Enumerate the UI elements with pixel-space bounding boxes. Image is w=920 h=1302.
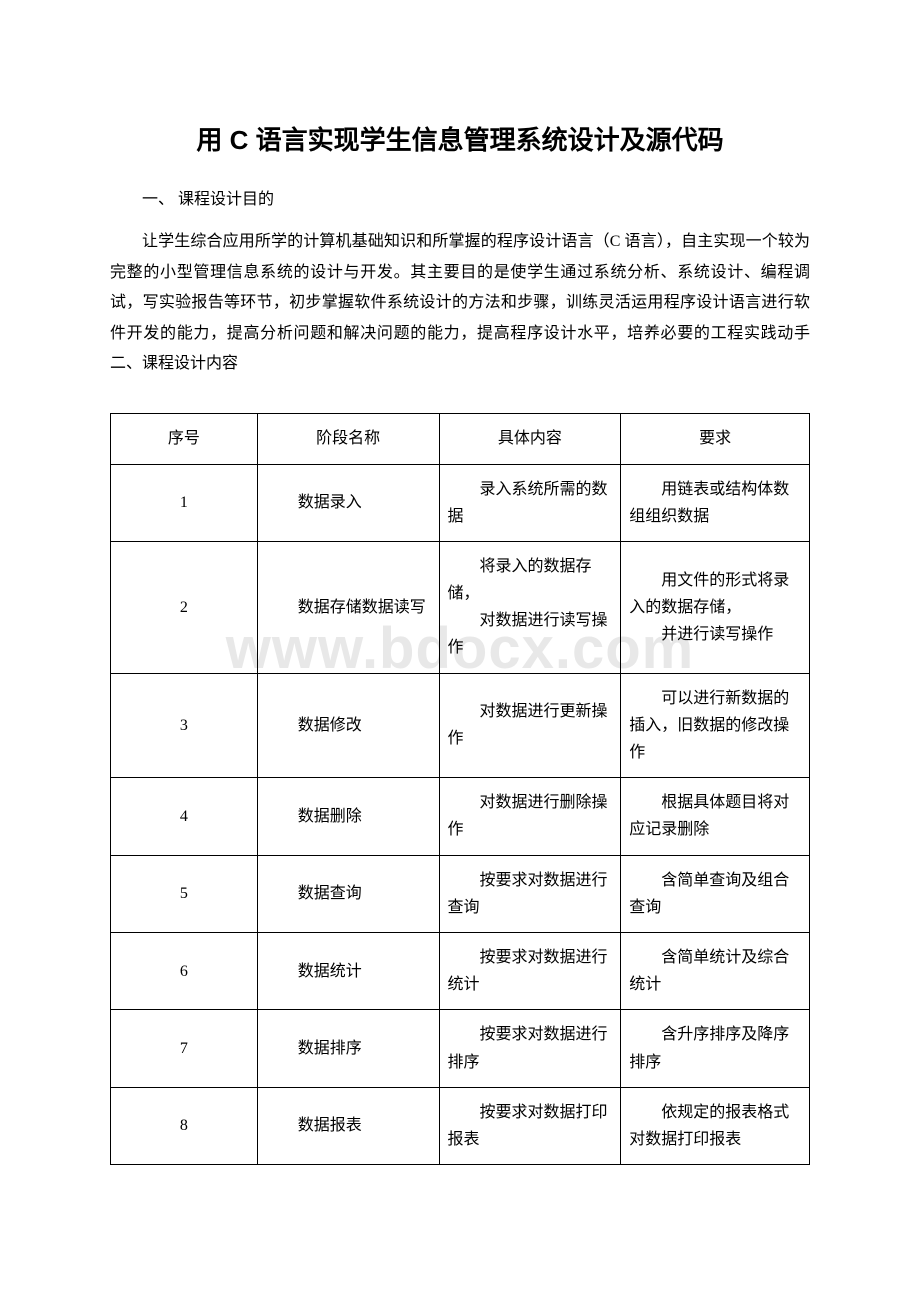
cell-req: 含升序排序及降序排序 <box>621 1010 810 1087</box>
cell-paragraph: 对数据进行读写操作 <box>448 607 613 661</box>
cell-content: 按要求对数据进行统计 <box>439 932 621 1009</box>
cell-req: 用链表或结构体数组组织数据 <box>621 464 810 541</box>
table-row: 8数据报表按要求对数据打印报表依规定的报表格式对数据打印报表 <box>111 1087 810 1164</box>
section-body-1: 让学生综合应用所学的计算机基础知识和所掌握的程序设计语言（C 语言），自主实现一… <box>110 227 810 379</box>
cell-paragraph: 含升序排序及降序排序 <box>629 1021 801 1075</box>
cell-paragraph: 按要求对数据进行排序 <box>448 1021 613 1075</box>
table-header-row: 序号 阶段名称 具体内容 要求 <box>111 414 810 464</box>
cell-phase: 数据报表 <box>257 1087 439 1164</box>
cell-paragraph: 按要求对数据进行统计 <box>448 944 613 998</box>
cell-req: 含简单查询及组合查询 <box>621 855 810 932</box>
cell-seq: 8 <box>111 1087 258 1164</box>
cell-phase: 数据删除 <box>257 778 439 855</box>
cell-seq: 2 <box>111 541 258 673</box>
cell-content: 将录入的数据存储，对数据进行读写操作 <box>439 541 621 673</box>
cell-content: 按要求对数据打印报表 <box>439 1087 621 1164</box>
cell-req: 可以进行新数据的插入，旧数据的修改操作 <box>621 673 810 778</box>
cell-paragraph: 并进行读写操作 <box>629 621 801 648</box>
col-header-seq: 序号 <box>111 414 258 464</box>
cell-phase: 数据录入 <box>257 464 439 541</box>
col-header-content: 具体内容 <box>439 414 621 464</box>
cell-seq: 3 <box>111 673 258 778</box>
cell-content: 按要求对数据进行排序 <box>439 1010 621 1087</box>
table-row: 3数据修改对数据进行更新操作可以进行新数据的插入，旧数据的修改操作 <box>111 673 810 778</box>
cell-paragraph: 录入系统所需的数据 <box>448 476 613 530</box>
cell-phase: 数据存储数据读写 <box>257 541 439 673</box>
cell-seq: 4 <box>111 778 258 855</box>
cell-paragraph: 用文件的形式将录入的数据存储， <box>629 567 801 621</box>
cell-seq: 6 <box>111 932 258 1009</box>
cell-paragraph: 对数据进行更新操作 <box>448 698 613 752</box>
col-header-req: 要求 <box>621 414 810 464</box>
cell-req: 依规定的报表格式对数据打印报表 <box>621 1087 810 1164</box>
section-heading-1: 一、 课程设计目的 <box>110 185 810 215</box>
document-title: 用 C 语言实现学生信息管理系统设计及源代码 <box>110 120 810 157</box>
document-page: 用 C 语言实现学生信息管理系统设计及源代码 一、 课程设计目的 让学生综合应用… <box>0 0 920 1225</box>
cell-seq: 5 <box>111 855 258 932</box>
phase-table: 序号 阶段名称 具体内容 要求 1数据录入录入系统所需的数据用链表或结构体数组组… <box>110 413 810 1165</box>
cell-paragraph: 可以进行新数据的插入，旧数据的修改操作 <box>629 685 801 767</box>
cell-paragraph: 将录入的数据存储， <box>448 553 613 607</box>
cell-phase: 数据修改 <box>257 673 439 778</box>
cell-paragraph: 依规定的报表格式对数据打印报表 <box>629 1099 801 1153</box>
cell-paragraph: 含简单查询及组合查询 <box>629 867 801 921</box>
table-row: 7数据排序按要求对数据进行排序含升序排序及降序排序 <box>111 1010 810 1087</box>
cell-paragraph: 按要求对数据打印报表 <box>448 1099 613 1153</box>
cell-req: 根据具体题目将对应记录删除 <box>621 778 810 855</box>
table-row: 1数据录入录入系统所需的数据用链表或结构体数组组织数据 <box>111 464 810 541</box>
table-row: 4数据删除对数据进行删除操作根据具体题目将对应记录删除 <box>111 778 810 855</box>
cell-paragraph: 用链表或结构体数组组织数据 <box>629 476 801 530</box>
cell-paragraph: 根据具体题目将对应记录删除 <box>629 789 801 843</box>
table-body: 1数据录入录入系统所需的数据用链表或结构体数组组织数据2数据存储数据读写将录入的… <box>111 464 810 1165</box>
table-row: 5数据查询按要求对数据进行查询含简单查询及组合查询 <box>111 855 810 932</box>
cell-content: 录入系统所需的数据 <box>439 464 621 541</box>
cell-content: 对数据进行更新操作 <box>439 673 621 778</box>
col-header-phase: 阶段名称 <box>257 414 439 464</box>
cell-seq: 1 <box>111 464 258 541</box>
table-row: 6数据统计按要求对数据进行统计含简单统计及综合统计 <box>111 932 810 1009</box>
cell-seq: 7 <box>111 1010 258 1087</box>
cell-req: 用文件的形式将录入的数据存储，并进行读写操作 <box>621 541 810 673</box>
cell-paragraph: 含简单统计及综合统计 <box>629 944 801 998</box>
cell-req: 含简单统计及综合统计 <box>621 932 810 1009</box>
cell-phase: 数据统计 <box>257 932 439 1009</box>
cell-phase: 数据排序 <box>257 1010 439 1087</box>
cell-phase: 数据查询 <box>257 855 439 932</box>
cell-content: 按要求对数据进行查询 <box>439 855 621 932</box>
table-row: 2数据存储数据读写将录入的数据存储，对数据进行读写操作用文件的形式将录入的数据存… <box>111 541 810 673</box>
cell-paragraph: 按要求对数据进行查询 <box>448 867 613 921</box>
cell-paragraph: 对数据进行删除操作 <box>448 789 613 843</box>
cell-content: 对数据进行删除操作 <box>439 778 621 855</box>
